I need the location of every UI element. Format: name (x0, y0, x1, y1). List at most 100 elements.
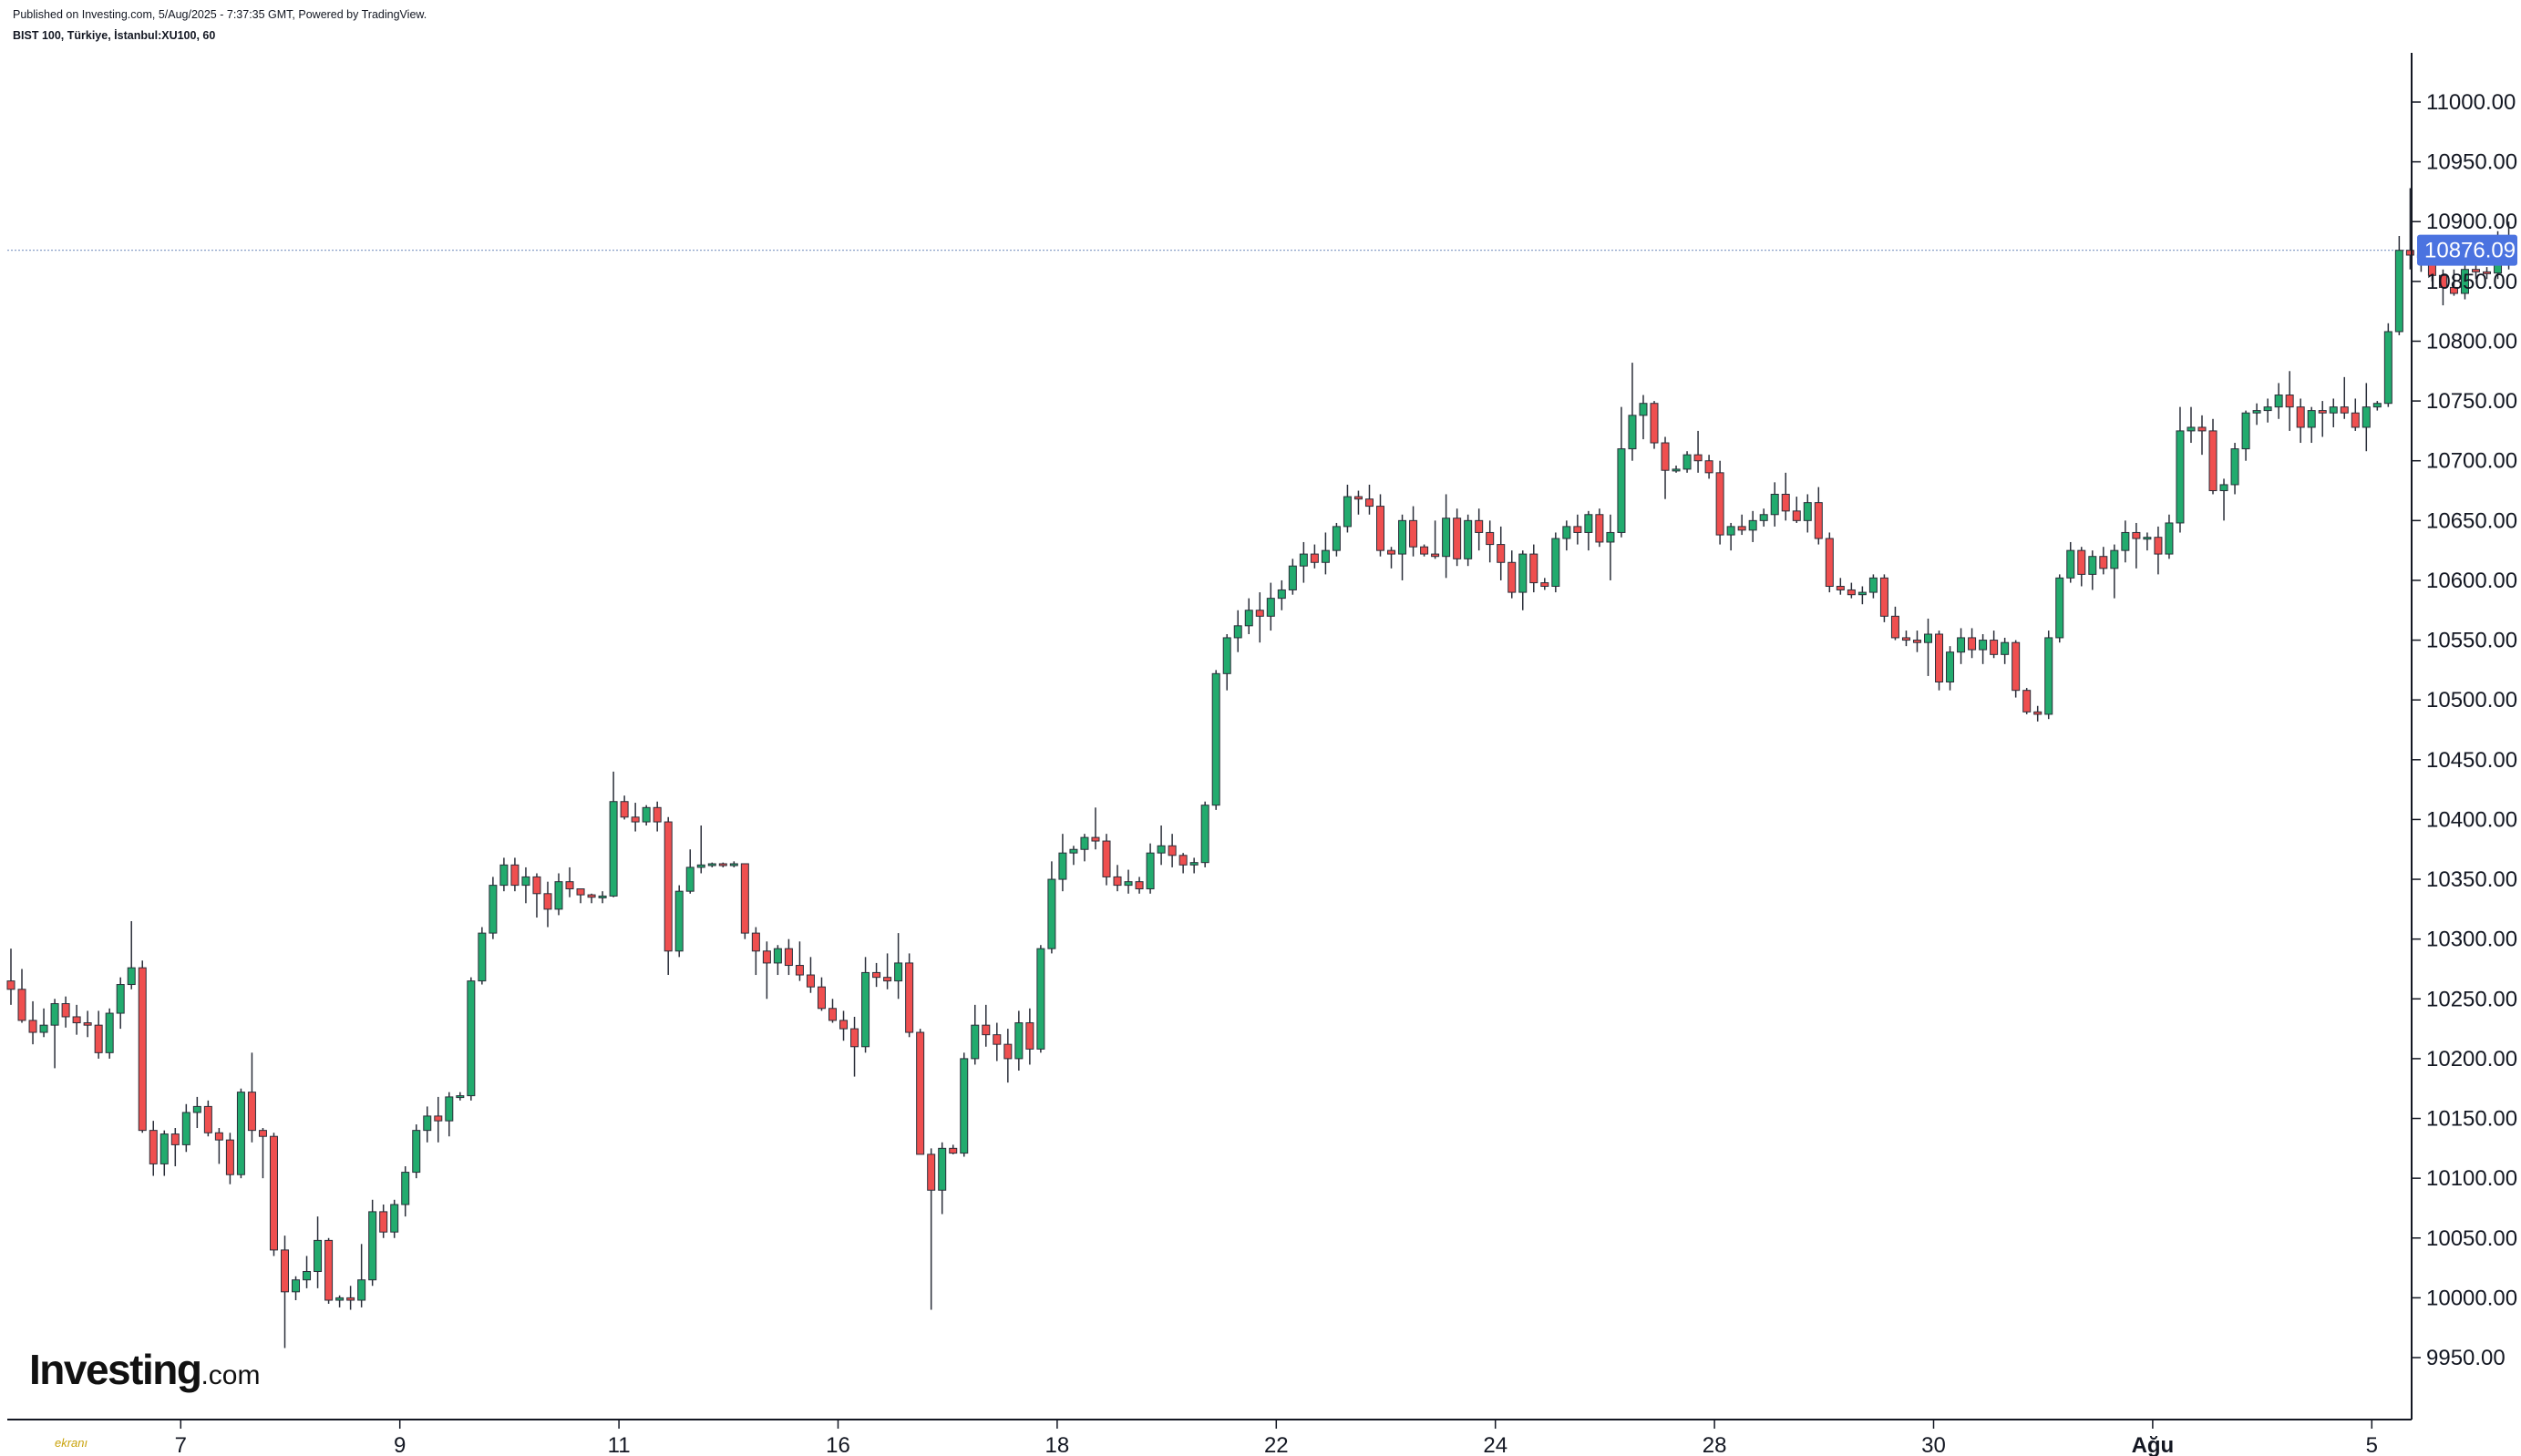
candle (61, 996, 70, 1028)
candle-body-up (1584, 514, 1593, 533)
candle-body-up (1868, 577, 1878, 593)
candle-body-down (72, 1016, 81, 1024)
candle-body-down (61, 1003, 70, 1018)
candle (729, 861, 738, 867)
candle-body-down (2318, 410, 2327, 414)
candle (434, 1096, 443, 1143)
candle (850, 1016, 859, 1077)
candle-body-down (993, 1034, 1002, 1045)
candle-body-down (872, 971, 881, 979)
candle (1003, 1029, 1013, 1083)
candle-body-up (1036, 948, 1045, 1050)
candle-body-up (2241, 412, 2250, 450)
candle-body-down (324, 1239, 334, 1301)
candle-body-down (1420, 546, 1429, 555)
candle-body-up (2143, 537, 2152, 540)
candle (1628, 363, 1637, 461)
candle-body-down (1540, 582, 1549, 588)
candle-body-up (1748, 519, 1757, 531)
candle-body-up (303, 1271, 312, 1281)
candle-body-up (2230, 448, 2239, 486)
candle (1857, 586, 1867, 605)
candle-body-down (1661, 442, 1670, 471)
candle (1529, 544, 1538, 593)
candle-body-down (2077, 549, 2086, 575)
candle-body-down (1102, 840, 1111, 877)
candle (1890, 606, 1899, 641)
candle (1069, 846, 1078, 866)
candle (303, 1256, 312, 1288)
candle-body-down (1387, 549, 1396, 555)
candle-body-up (1957, 637, 1966, 653)
y-tick-label: 10900.00 (2426, 210, 2517, 234)
candle (1091, 807, 1100, 850)
candle-body-up (2263, 406, 2272, 412)
candle-body-up (1047, 878, 1056, 949)
candle-body-up (2187, 426, 2196, 432)
symbol-caption: BIST 100, Türkiye, İstanbul:XU100, 60 (13, 29, 216, 42)
y-tick-label: 10950.00 (2426, 150, 2517, 175)
candle-body-down (850, 1028, 859, 1048)
candle (2383, 323, 2392, 407)
candle (258, 1128, 267, 1179)
candle (1113, 865, 1122, 892)
candle-body-up (1682, 454, 1692, 470)
candle-body-down (883, 977, 892, 982)
candle (478, 927, 487, 985)
candle-body-up (2372, 403, 2382, 408)
candle (83, 1010, 92, 1038)
candle (72, 1004, 81, 1035)
candle-body-up (707, 863, 716, 866)
candle (2372, 401, 2382, 411)
candle (1595, 508, 1604, 548)
y-tick-label: 10800.00 (2426, 329, 2517, 354)
candle-body-up (729, 863, 738, 866)
candle (1398, 514, 1407, 580)
candle (2022, 688, 2032, 714)
candle (170, 1128, 180, 1167)
candle-body-down (379, 1211, 388, 1233)
x-tick-label: 24 (1483, 1433, 1507, 1456)
candle (1464, 514, 1473, 567)
candle (2176, 406, 2185, 533)
candle-body-down (2405, 250, 2414, 256)
candle (1935, 631, 1944, 691)
candle (609, 771, 618, 897)
candle-body-up (368, 1211, 377, 1281)
candle-body-up (105, 1012, 114, 1053)
candle-body-up (50, 1003, 59, 1026)
candle-body-down (2438, 274, 2447, 288)
candle-body-down (1912, 640, 1921, 643)
candle-body-up (423, 1115, 432, 1132)
candle-body-down (740, 863, 749, 934)
candle-body-down (1879, 577, 1888, 617)
x-tick-label: 5 (2366, 1433, 2378, 1456)
candle (17, 969, 26, 1023)
candle (971, 1004, 980, 1065)
candle-body-down (28, 1020, 37, 1033)
candle-body-down (1847, 589, 1856, 596)
candle-body-down (1475, 519, 1484, 533)
y-tick-label: 10500.00 (2426, 688, 2517, 713)
candle-body-down (1409, 519, 1418, 548)
candle-body-up (445, 1096, 454, 1122)
candle-body-down (1431, 553, 1440, 558)
candle (247, 1052, 256, 1143)
x-tick-label: 9 (394, 1433, 406, 1456)
candle-body-up (609, 801, 618, 897)
candle (456, 1092, 465, 1101)
candle (181, 1103, 190, 1153)
candle (2252, 403, 2261, 426)
candle (982, 1004, 991, 1047)
candle (1507, 550, 1517, 599)
candle-body-up (554, 881, 563, 910)
candle-body-up (159, 1133, 169, 1164)
x-tick-label: 22 (1264, 1433, 1289, 1456)
candle (1924, 618, 1932, 676)
y-tick-label: 9950.00 (2426, 1346, 2506, 1370)
logo-main-text: Investing (29, 1346, 202, 1393)
candle-body-down (2154, 537, 2163, 555)
candle (116, 977, 125, 1030)
y-tick-label: 10400.00 (2426, 807, 2517, 832)
